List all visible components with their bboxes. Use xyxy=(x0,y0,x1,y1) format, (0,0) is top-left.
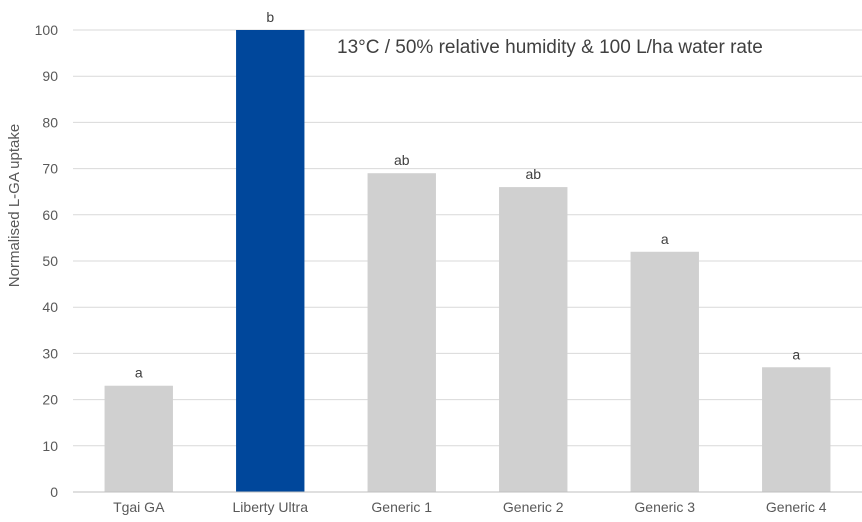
y-tick-label: 0 xyxy=(50,484,58,500)
bar-data-label: a xyxy=(135,365,143,381)
y-tick-label: 10 xyxy=(42,438,58,454)
bar xyxy=(104,385,173,492)
bar xyxy=(499,187,568,492)
x-tick-label: Generic 2 xyxy=(503,499,564,515)
bar-data-label: a xyxy=(661,231,669,247)
y-tick-label: 80 xyxy=(42,114,58,130)
bar xyxy=(762,367,831,492)
y-axis-title: Normalised L-GA uptake xyxy=(6,123,24,287)
y-tick-label: 40 xyxy=(42,299,58,315)
x-tick-label: Tgai GA xyxy=(113,499,165,515)
bar xyxy=(236,30,305,492)
bar xyxy=(367,173,436,492)
y-tick-label: 70 xyxy=(42,161,58,177)
y-axis-title-wrap: Normalised L-GA uptake xyxy=(4,60,26,350)
y-tick-label: 90 xyxy=(42,68,58,84)
x-tick-label: Generic 4 xyxy=(766,499,827,515)
bar-data-label: a xyxy=(792,346,800,362)
y-tick-label: 30 xyxy=(42,345,58,361)
y-tick-label: 60 xyxy=(42,207,58,223)
y-tick-label: 20 xyxy=(42,392,58,408)
bar xyxy=(630,251,699,492)
x-tick-label: Generic 1 xyxy=(371,499,432,515)
x-tick-label: Liberty Ultra xyxy=(233,499,309,515)
bar-data-label: ab xyxy=(525,166,541,182)
chart-annotation: 13°C / 50% relative humidity & 100 L/ha … xyxy=(337,37,763,58)
bar-data-label: b xyxy=(266,9,274,25)
x-tick-label: Generic 3 xyxy=(634,499,695,515)
bar-data-label: ab xyxy=(394,152,410,168)
y-tick-label: 100 xyxy=(35,22,59,38)
y-tick-label: 50 xyxy=(42,253,58,269)
